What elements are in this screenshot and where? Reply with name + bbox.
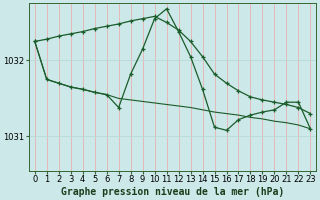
X-axis label: Graphe pression niveau de la mer (hPa): Graphe pression niveau de la mer (hPa): [61, 186, 284, 197]
